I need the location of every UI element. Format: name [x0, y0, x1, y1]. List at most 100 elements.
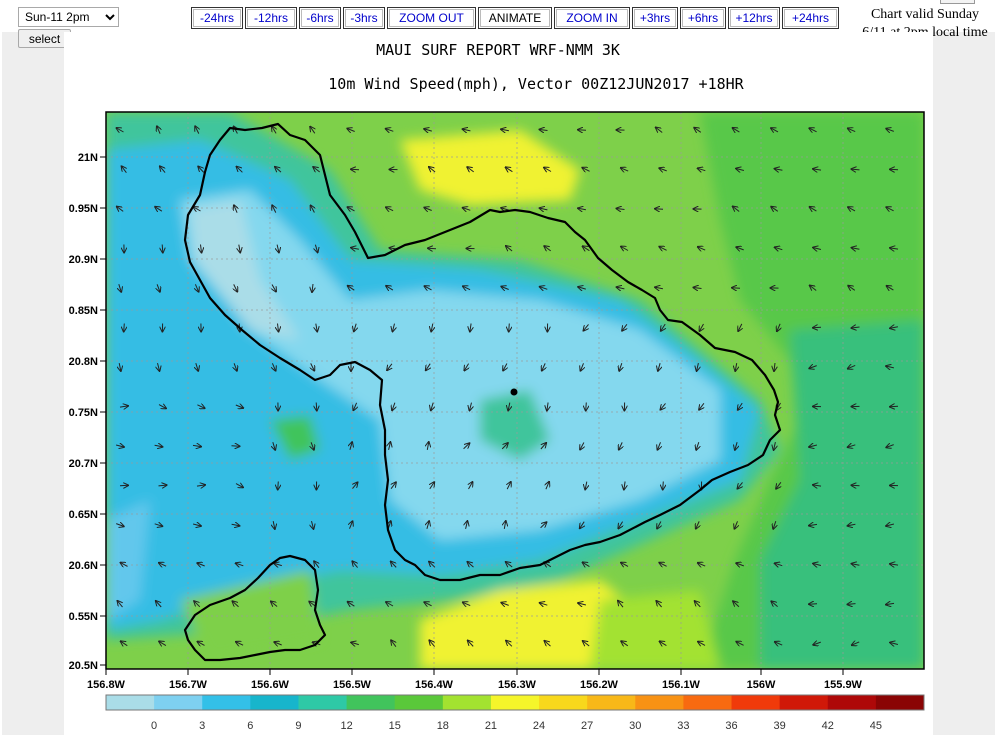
lat-label: 0.95N	[69, 203, 98, 215]
zoom-out-button[interactable]: ZOOM OUT	[387, 7, 476, 29]
map-title: MAUI SURF REPORT WRF-NMM 3K	[376, 41, 620, 59]
wind-arrow	[468, 641, 474, 647]
wind-arrow	[159, 563, 167, 566]
plus-6hrs-button[interactable]: +6hrs	[680, 7, 726, 29]
latitude-ticks	[100, 156, 106, 666]
colorbar-label: 27	[581, 720, 593, 732]
wind-arrow	[347, 129, 355, 132]
plus-3hrs-button[interactable]: +3hrs	[632, 7, 678, 29]
wind-arrow	[196, 485, 205, 486]
colorbar-label: 0	[151, 720, 157, 732]
wind-arrow	[887, 286, 894, 290]
wind-arrow	[809, 128, 817, 132]
wind-arrow	[733, 128, 740, 132]
wind-arrow	[886, 603, 895, 604]
wind-arrow	[509, 323, 510, 332]
wind-arrow	[813, 564, 822, 566]
time-navigation-bar: -24hrs -12hrs -6hrs -3hrs ZOOM OUT ANIMA…	[191, 7, 839, 31]
wind-arrow	[698, 168, 706, 170]
minus-24hrs-button[interactable]: -24hrs	[191, 7, 243, 29]
wind-arrow	[696, 521, 699, 528]
wind-arrow	[272, 205, 276, 213]
minus-6hrs-button[interactable]: -6hrs	[299, 7, 341, 29]
wind-arrow	[353, 482, 358, 489]
minus-12hrs-button[interactable]: -12hrs	[245, 7, 297, 29]
animate-button[interactable]: ANIMATE	[478, 7, 552, 29]
wind-arrow	[463, 602, 471, 605]
colorbar-swatch	[875, 695, 925, 710]
kahoolawe-coastline	[183, 554, 327, 662]
colorbar-swatch	[106, 695, 155, 710]
zoom-in-button[interactable]: ZOOM IN	[554, 7, 630, 29]
minus-3hrs-button[interactable]: -3hrs	[343, 7, 385, 29]
wind-arrow	[852, 169, 860, 170]
chart-valid-line-1: Chart valid Sunday	[870, 7, 980, 22]
wind-arrow	[159, 641, 167, 645]
wind-arrow	[736, 642, 744, 646]
wind-arrow	[236, 563, 244, 566]
forecast-time-select[interactable]: Sun-11 2pm	[18, 7, 119, 27]
select-button[interactable]: select	[18, 29, 71, 48]
wind-arrow	[618, 521, 622, 529]
wind-arrow	[657, 521, 661, 529]
plus-24hrs-button[interactable]: +24hrs	[782, 7, 839, 29]
wind-arrow	[312, 283, 313, 292]
wind-arrow	[315, 244, 317, 253]
lon-label: 156.4W	[415, 679, 454, 691]
wind-arrow	[425, 286, 432, 290]
wind-arrow	[544, 168, 552, 172]
wind-arrow	[617, 287, 625, 289]
wind-arrow	[311, 363, 315, 370]
wind-arrow	[660, 641, 667, 645]
wind-arrow	[155, 207, 163, 211]
plus-12hrs-button[interactable]: +12hrs	[728, 7, 780, 29]
wind-arrow	[578, 287, 586, 289]
wind-arrow	[540, 443, 546, 450]
wind-arrow	[547, 402, 548, 411]
wind-arrow	[234, 205, 237, 213]
wind-arrow	[466, 521, 468, 530]
wind-field	[106, 112, 924, 669]
wind-arrow	[124, 323, 125, 332]
wind-arrow	[122, 166, 127, 173]
wind-arrow	[192, 445, 201, 446]
wind-arrow	[162, 244, 163, 253]
wind-arrow	[583, 246, 590, 250]
wind-arrow	[775, 563, 783, 565]
wind-arrow	[278, 481, 279, 490]
wind-arrow	[501, 287, 509, 290]
wind-arrow	[197, 405, 204, 408]
wind-arrow	[694, 288, 702, 289]
header-tab-fragment	[940, 0, 975, 4]
wind-arrow	[154, 524, 163, 526]
wind-arrow	[506, 562, 513, 567]
wind-arrow	[540, 287, 548, 290]
map-subtitle: 10m Wind Speed(mph), Vector 00Z12JUN2017…	[328, 75, 744, 93]
lon-label: 155.9W	[824, 679, 863, 691]
colorbar-label: 36	[725, 720, 737, 732]
wind-arrow	[195, 126, 199, 134]
wind-arrow	[194, 207, 201, 211]
wind-arrow	[774, 441, 776, 450]
wind-arrow	[234, 363, 237, 370]
wind-arrow	[463, 443, 470, 450]
wind-arrow	[655, 287, 663, 288]
wind-arrow	[546, 482, 549, 490]
wind-arrow	[316, 402, 317, 411]
wind-arrow	[663, 481, 664, 490]
lat-label: 20.6N	[69, 560, 98, 572]
wind-arrow	[198, 642, 205, 646]
colorbar-label: 3	[199, 720, 205, 732]
colorbar-swatch	[250, 695, 299, 710]
wind-arrow	[237, 167, 243, 173]
wind-arrow	[813, 642, 821, 645]
wind-arrow	[886, 445, 894, 448]
wind-arrow	[696, 442, 699, 450]
wind-arrow	[656, 601, 662, 608]
wind-arrow	[239, 244, 240, 253]
wind-arrow	[890, 327, 898, 328]
wind-arrow	[582, 168, 590, 172]
wind-arrow	[121, 641, 128, 645]
colorbar-swatch	[298, 695, 348, 710]
